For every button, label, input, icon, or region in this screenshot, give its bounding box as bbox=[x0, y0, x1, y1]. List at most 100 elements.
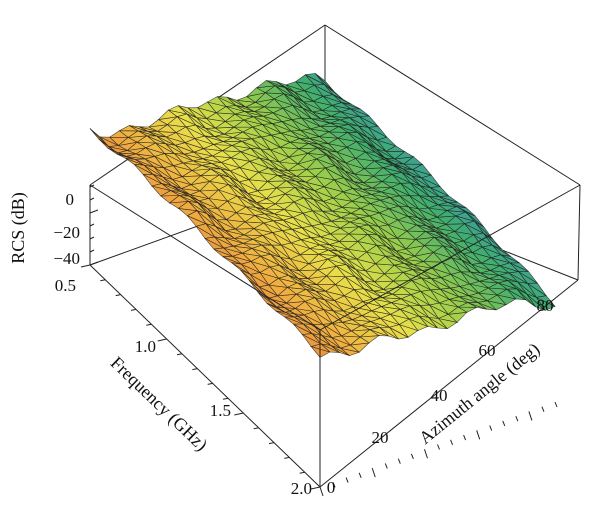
surface-facet bbox=[383, 159, 403, 170]
surface-facet bbox=[262, 220, 283, 231]
surface-facet bbox=[404, 255, 424, 262]
surface-facet bbox=[186, 113, 206, 129]
surface-facet bbox=[226, 195, 247, 208]
surface-facet bbox=[273, 209, 295, 218]
surface-facet bbox=[328, 241, 349, 250]
surface-facet bbox=[260, 134, 281, 148]
surface-facet bbox=[386, 237, 407, 250]
surface-facet bbox=[368, 212, 389, 226]
surface-facet bbox=[221, 145, 243, 153]
x-tick-label: 40 bbox=[431, 386, 448, 405]
surface-facet bbox=[418, 304, 439, 319]
surface-facet bbox=[183, 160, 202, 166]
surface-facet bbox=[431, 261, 452, 275]
surface-facet bbox=[265, 203, 286, 210]
surface-facet bbox=[341, 200, 362, 209]
surface-facet bbox=[509, 262, 529, 272]
surface-facet bbox=[417, 217, 437, 229]
y-tick-label: 1.0 bbox=[135, 337, 156, 356]
surface-facet bbox=[268, 167, 288, 177]
tick-mark bbox=[157, 338, 167, 342]
tick-mark bbox=[299, 471, 305, 474]
surface-facet bbox=[324, 299, 344, 312]
surface-facet bbox=[152, 174, 172, 186]
tick-mark bbox=[463, 434, 467, 441]
surface-facet bbox=[274, 85, 294, 97]
surface-facet bbox=[371, 181, 392, 189]
surface-facet bbox=[344, 170, 364, 184]
tick-mark bbox=[476, 430, 481, 440]
surface-facet bbox=[226, 96, 246, 108]
surface-facet bbox=[322, 197, 343, 208]
surface-facet bbox=[217, 184, 239, 197]
surface-facet bbox=[253, 106, 275, 114]
surface-facet bbox=[339, 108, 360, 117]
surface-facet bbox=[240, 138, 261, 150]
surface-facet bbox=[295, 169, 317, 177]
surface-facet bbox=[428, 317, 448, 329]
tick-mark bbox=[192, 368, 198, 371]
surface-facet bbox=[217, 96, 237, 106]
surface-facet bbox=[368, 327, 389, 337]
x-tick-label: 0 bbox=[327, 478, 336, 497]
surface-facet bbox=[357, 233, 378, 246]
surface-facet bbox=[345, 158, 366, 170]
y-axis-label: Frequency (GHz) bbox=[106, 353, 212, 456]
tick-mark bbox=[89, 223, 95, 227]
tick-mark bbox=[332, 482, 336, 488]
surface-facet bbox=[206, 213, 226, 231]
surface-facet bbox=[278, 169, 298, 177]
box-edge bbox=[324, 24, 581, 186]
surface-facet bbox=[143, 164, 163, 178]
surface-facet bbox=[161, 183, 181, 192]
surface-facet bbox=[129, 125, 148, 132]
surface-facet bbox=[335, 159, 355, 175]
surface-facet bbox=[427, 216, 447, 225]
surface-facet bbox=[342, 319, 362, 326]
surface-facet bbox=[416, 224, 436, 232]
surface-facet bbox=[142, 173, 162, 184]
surface-facet bbox=[353, 288, 373, 300]
surface-facet bbox=[317, 147, 337, 161]
surface-facet bbox=[245, 87, 267, 98]
surface-facet bbox=[365, 263, 386, 275]
surface-facet bbox=[224, 113, 245, 122]
surface-facet bbox=[270, 244, 291, 260]
surface-facet bbox=[192, 158, 212, 164]
surface-facet bbox=[313, 83, 334, 95]
surface-facet bbox=[396, 248, 415, 257]
surface-facet bbox=[443, 245, 463, 261]
surface-facet bbox=[231, 140, 252, 149]
surface-facet bbox=[412, 269, 432, 279]
surface-facet bbox=[283, 201, 304, 214]
y-tick-label: 1.5 bbox=[210, 401, 231, 420]
surface-facet bbox=[446, 206, 466, 213]
surface-facet bbox=[300, 237, 320, 246]
surface-facet bbox=[226, 105, 245, 112]
surface-facet bbox=[259, 266, 280, 279]
surface-facet bbox=[306, 284, 326, 292]
surface-facet bbox=[449, 286, 470, 296]
surface-facet bbox=[436, 210, 457, 218]
surface-facet bbox=[248, 157, 269, 169]
surface-facet bbox=[303, 311, 324, 325]
surface-facet bbox=[407, 215, 427, 226]
surface-facet bbox=[314, 73, 335, 92]
surface-facet bbox=[215, 226, 235, 239]
surface-facet bbox=[535, 295, 556, 307]
surface-facet bbox=[256, 181, 278, 192]
box-edge bbox=[89, 184, 321, 331]
surface-facet bbox=[458, 295, 478, 303]
surface-facet bbox=[307, 253, 329, 265]
surface-facet bbox=[361, 310, 382, 319]
surface-facet bbox=[350, 108, 370, 117]
surface-facet bbox=[256, 198, 276, 205]
surface-facet bbox=[321, 105, 342, 113]
surface-facet bbox=[370, 306, 392, 315]
surface-facet bbox=[180, 184, 201, 192]
surface-facet bbox=[137, 130, 157, 137]
surface-facet bbox=[426, 225, 446, 236]
surface-facet bbox=[363, 160, 384, 170]
surface-facet bbox=[387, 219, 408, 232]
